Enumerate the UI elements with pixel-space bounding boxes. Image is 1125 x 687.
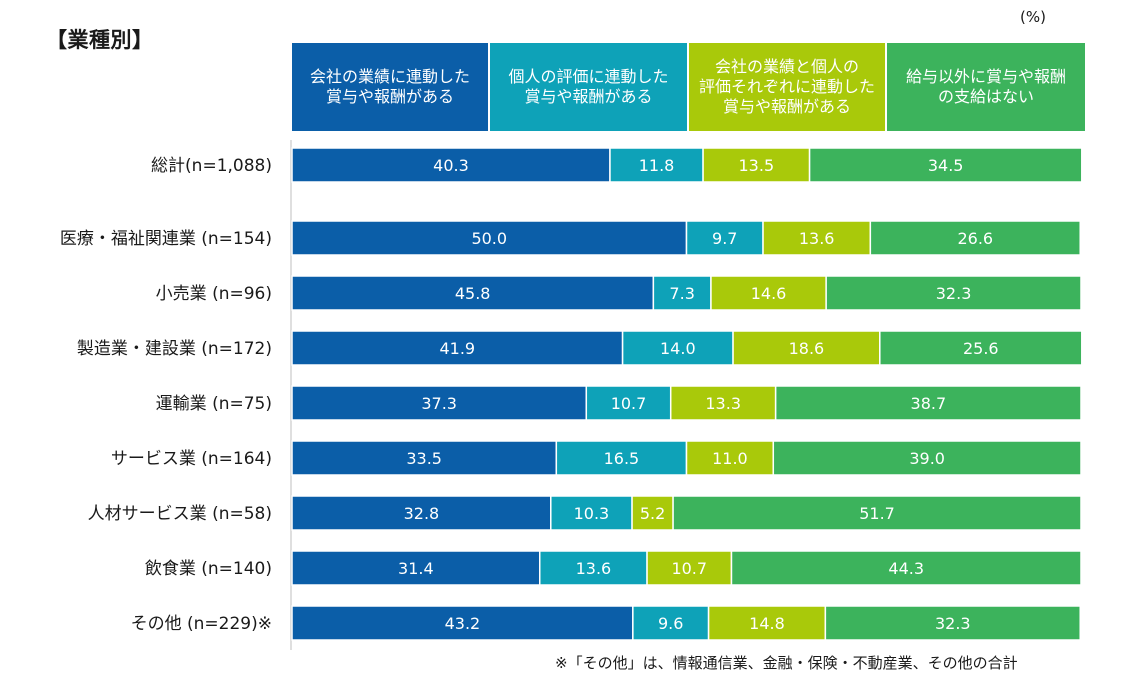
data-label: 9.7 [712,229,737,248]
bar-segment-series-4 [825,275,1082,311]
bar-segment-series-4 [730,550,1082,586]
data-label: 38.7 [911,394,947,413]
category-label: 人材サービス業 (n=58) [88,504,272,524]
data-label: 40.3 [433,156,469,175]
data-label: 43.2 [445,614,481,633]
data-label: 9.6 [658,614,683,633]
data-label: 33.5 [406,449,442,468]
legend-item-1: 会社の業績に連動した 賞与や報酬がある [292,43,488,131]
bar-segment-series-1 [291,495,552,531]
bar-segment-series-3 [669,385,777,421]
data-label: 13.5 [739,156,775,175]
data-label: 45.8 [455,284,491,303]
data-label: 32.3 [936,284,972,303]
legend-item-3: 会社の業績と個人の 評価それぞれに連動した 賞与や報酬がある [689,43,885,131]
data-label: 10.3 [574,504,610,523]
data-label: 16.5 [604,449,640,468]
data-label: 7.3 [669,284,694,303]
data-label: 14.0 [660,339,696,358]
bar-segment-series-2 [685,220,764,256]
category-label: 製造業・建設業 (n=172) [77,339,272,359]
footnote: ※「その他」は、情報通信業、金融・保険・不動産業、その他の合計 [555,654,1018,672]
bar-segment-series-1 [291,550,541,586]
data-label: 34.5 [928,156,964,175]
bar-segment-series-4 [879,330,1083,366]
bar-segment-series-2 [555,440,688,476]
data-label: 51.7 [859,504,895,523]
data-label: 10.7 [611,394,647,413]
data-label: 37.3 [421,394,457,413]
bar-segment-series-3 [631,495,674,531]
legend-item-2: 個人の評価に連動した 賞与や報酬がある [490,43,687,131]
data-label: 14.6 [751,284,787,303]
data-label: 25.6 [963,339,999,358]
category-label: 医療・福祉関連業 (n=154) [60,229,272,249]
bar-segment-series-4 [774,385,1082,421]
bar-segment-series-2 [632,605,710,641]
bar-segment-series-1 [291,605,634,641]
bar-segment-series-1 [291,147,611,183]
bar-segment-series-4 [824,605,1081,641]
data-label: 31.4 [398,559,434,578]
data-label: 39.0 [909,449,945,468]
bar-segment-series-4 [808,147,1083,183]
bar-segment-series-2 [609,147,704,183]
bar-segment-series-2 [652,275,712,311]
legend-item-4: 給与以外に賞与や報酬 の支給はない [887,43,1085,131]
category-label: 運輸業 (n=75) [156,394,272,414]
data-label: 44.3 [888,559,924,578]
bar-segment-series-2 [538,550,648,586]
category-label: 小売業 (n=96) [156,284,272,304]
bar-segment-series-2 [585,385,672,421]
category-label: 飲食業 (n=140) [145,559,272,579]
bar-segment-series-3 [710,275,827,311]
bar-segment-series-3 [646,550,733,586]
category-label: 総計(n=1,088) [151,156,272,176]
data-label: 26.6 [957,229,993,248]
data-label: 41.9 [439,339,475,358]
bar-segment-series-1 [291,385,588,421]
data-label: 10.7 [671,559,707,578]
data-label: 11.8 [639,156,675,175]
bar-segment-series-2 [550,495,633,531]
bar-segment-series-3 [732,330,881,366]
section-title: 【業種別】 [46,28,154,52]
bar-segment-series-1 [291,330,624,366]
data-label: 18.6 [789,339,825,358]
bar-segment-series-3 [707,605,827,641]
bar-segment-series-4 [869,220,1081,256]
data-label: 13.3 [705,394,741,413]
data-label: 32.8 [404,504,440,523]
bar-segment-series-1 [291,220,688,256]
data-label: 32.3 [935,614,971,633]
data-label: 50.0 [471,229,507,248]
data-label: 11.0 [712,449,748,468]
bar-segment-series-1 [291,275,655,311]
bar-segment-series-4 [672,495,1082,531]
data-label: 5.2 [640,504,665,523]
data-label: 13.6 [576,559,612,578]
category-label: その他 (n=229)※ [131,614,272,634]
category-label: サービス業 (n=164) [111,449,272,469]
data-label: 14.8 [749,614,785,633]
bar-segment-series-3 [762,220,872,256]
bar-segment-series-1 [291,440,558,476]
bar-segment-series-2 [621,330,734,366]
unit-label: (%) [1020,8,1046,26]
data-label: 13.6 [799,229,835,248]
bar-segment-series-4 [772,440,1082,476]
